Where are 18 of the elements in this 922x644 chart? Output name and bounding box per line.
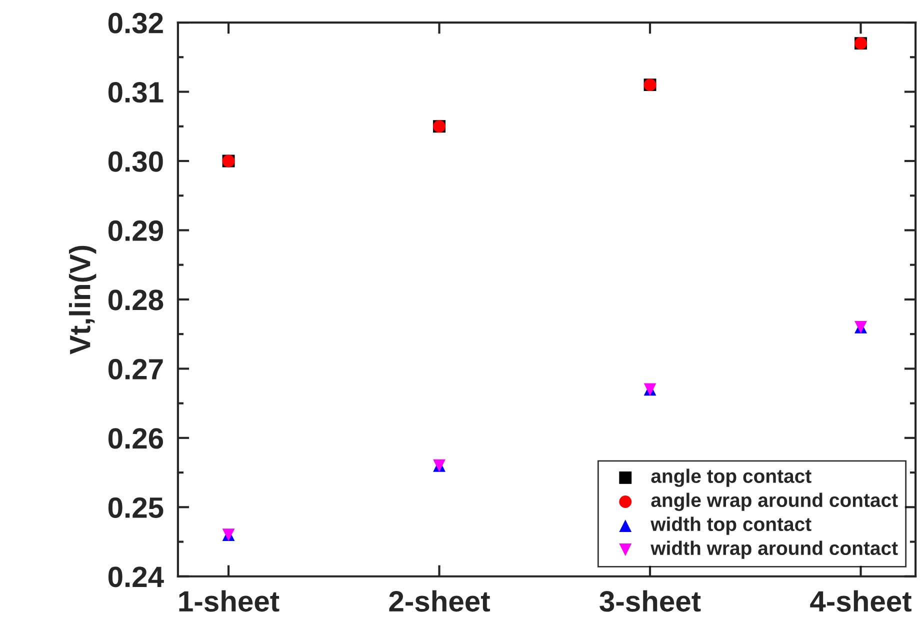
x-tick-label: 4-sheet (810, 590, 912, 612)
y-tick-label: 0.26 (108, 428, 164, 449)
y-tick-label: 0.32 (108, 12, 163, 34)
y-tick-label: 0.31 (108, 82, 164, 103)
x-tick-label: 2-sheet (389, 590, 490, 612)
legend-label: width top contact (650, 516, 812, 535)
x-tick-label: 3-sheet (600, 590, 701, 612)
y-tick-label: 0.27 (108, 358, 163, 380)
x-tick-label: 1-sheet (179, 590, 280, 612)
legend-label: angle wrap around contact (651, 492, 898, 511)
y-tick-label: 0.24 (108, 566, 164, 588)
y-tick-label: 0.25 (108, 497, 164, 518)
y-tick-label: 0.29 (108, 220, 163, 242)
y-tick-label: 0.30 (108, 151, 163, 172)
legend-label: angle top contact (651, 468, 812, 487)
y-axis-title: Vt,lin(V) (68, 246, 96, 354)
legend-label: width wrap around contact (650, 540, 898, 559)
y-tick-label: 0.28 (108, 290, 164, 310)
